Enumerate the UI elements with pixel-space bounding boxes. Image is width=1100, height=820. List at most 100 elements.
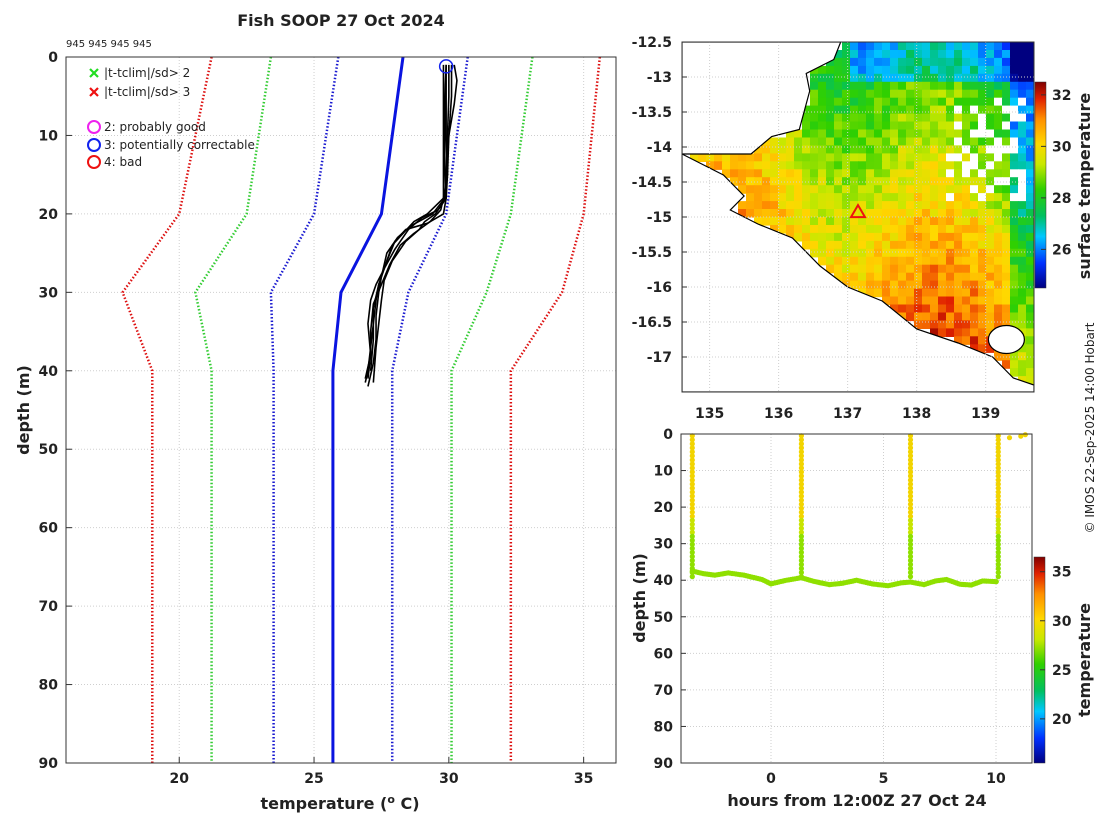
sst-cell <box>866 240 875 250</box>
sst-cell <box>978 288 987 298</box>
sst-cell <box>970 296 979 306</box>
sst-cell <box>914 129 923 139</box>
station-triangle <box>849 203 867 219</box>
ts-point <box>689 441 695 447</box>
sst-cell <box>810 225 819 234</box>
sst-cell <box>1010 312 1019 322</box>
sst-cell <box>922 121 931 131</box>
sst-cell <box>962 336 971 345</box>
sst-cell <box>778 177 787 186</box>
sst-cell <box>946 73 955 83</box>
sst-cell <box>890 201 899 210</box>
sst-cell <box>994 185 1003 194</box>
sst-cell <box>986 304 995 314</box>
sst-cell <box>818 232 827 242</box>
sst-cell <box>866 57 875 67</box>
sst-cell <box>770 225 779 234</box>
sst-cell <box>762 169 771 178</box>
sst-cell <box>986 193 995 202</box>
ts-point <box>798 561 805 568</box>
sst-cell <box>858 256 867 266</box>
ts-point <box>995 465 1001 471</box>
sst-cell <box>1010 89 1019 99</box>
sst-cell <box>914 248 923 258</box>
sst-cell <box>930 201 939 210</box>
ts-point <box>907 493 914 499</box>
sst-cell <box>778 161 787 170</box>
sst-cell <box>938 225 947 234</box>
sst-cell <box>778 153 787 162</box>
sst-cell <box>746 169 755 178</box>
sst-cell <box>986 185 995 194</box>
sst-cell <box>1010 42 1019 51</box>
sst-cell <box>842 209 851 218</box>
sst-cell <box>1002 209 1011 218</box>
ts-y-tick-label: 10 <box>654 464 674 480</box>
sst-cell <box>970 129 979 139</box>
sst-cell <box>898 97 907 107</box>
ts-point <box>798 525 805 531</box>
sst-cell <box>938 240 947 250</box>
sst-cell <box>1026 217 1034 226</box>
sst-cell <box>874 272 883 282</box>
sst-cell <box>858 272 867 282</box>
sst-cell <box>858 201 867 210</box>
sst-cell <box>802 217 811 226</box>
sst-cell <box>978 240 987 250</box>
sst-cell <box>810 121 819 131</box>
ts-point <box>1006 435 1013 441</box>
sst-cell <box>818 89 827 99</box>
sst-cell <box>1018 320 1027 329</box>
sst-cell <box>954 145 963 154</box>
sst-cell <box>1010 264 1019 274</box>
sst-cell <box>754 201 763 210</box>
sst-cell <box>954 57 963 67</box>
sst-cell <box>962 161 971 170</box>
ts-point <box>689 557 695 564</box>
sst-cell <box>962 225 971 234</box>
ts-point <box>907 441 914 447</box>
ts-point <box>907 574 914 580</box>
sst-cell <box>1026 193 1034 202</box>
sst-cell <box>770 201 779 210</box>
sst-cell <box>1018 344 1027 353</box>
sst-cell <box>834 81 843 91</box>
sst-cell <box>1010 232 1019 242</box>
sst-cell <box>786 185 795 194</box>
sst-cell <box>970 272 979 282</box>
sst-cell <box>938 137 947 147</box>
sst-cell <box>962 240 971 250</box>
sst-cell <box>818 185 827 194</box>
sst-cell <box>842 193 851 202</box>
sst-cell <box>874 256 883 266</box>
sst-cell <box>1018 42 1027 51</box>
sst-cell <box>826 89 835 99</box>
sst-cell <box>874 153 883 162</box>
sst-cell <box>1018 280 1027 290</box>
sst-cell <box>922 145 931 154</box>
sst-cell <box>946 240 955 250</box>
sst-cell <box>986 113 995 123</box>
sst-cell <box>938 113 947 123</box>
sst-cell <box>962 113 971 123</box>
sst-cell <box>890 145 899 154</box>
sst-cell <box>962 57 971 67</box>
sst-cell <box>1002 240 1011 250</box>
sst-cell <box>970 344 979 353</box>
sst-cell <box>1026 336 1034 345</box>
sst-cell <box>946 185 955 194</box>
sst-cell <box>962 320 971 329</box>
sst-cell <box>890 113 899 123</box>
sst-cell <box>850 113 859 123</box>
sst-cell <box>746 177 755 186</box>
sst-cell <box>986 240 995 250</box>
sst-cell <box>802 177 811 186</box>
ts-point <box>995 553 1001 560</box>
ts-point <box>689 561 695 568</box>
sst-cell <box>930 312 939 322</box>
sst-cell <box>946 312 955 322</box>
sst-cell <box>834 225 843 234</box>
sst-map: 135 136 137 138 139 -12.5 -13 -13.5 -14 -14.5 -15 -… <box>632 35 1094 422</box>
sst-cell <box>818 97 827 107</box>
